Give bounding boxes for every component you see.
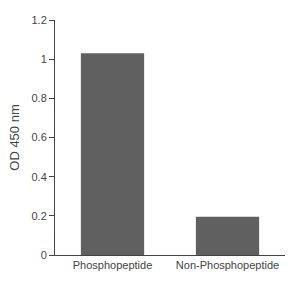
svg-text:1.2: 1.2 — [32, 14, 47, 26]
svg-text:0.6: 0.6 — [32, 131, 47, 143]
svg-text:Non-Phosphopeptide: Non-Phosphopeptide — [176, 259, 279, 271]
svg-text:OD 450 nm: OD 450 nm — [7, 104, 22, 170]
svg-text:0.8: 0.8 — [32, 92, 47, 104]
svg-text:Phosphopeptide: Phosphopeptide — [73, 259, 153, 271]
svg-text:0.2: 0.2 — [32, 210, 47, 222]
svg-text:0: 0 — [41, 249, 47, 261]
svg-text:0.4: 0.4 — [32, 171, 47, 183]
svg-text:1: 1 — [41, 53, 47, 65]
